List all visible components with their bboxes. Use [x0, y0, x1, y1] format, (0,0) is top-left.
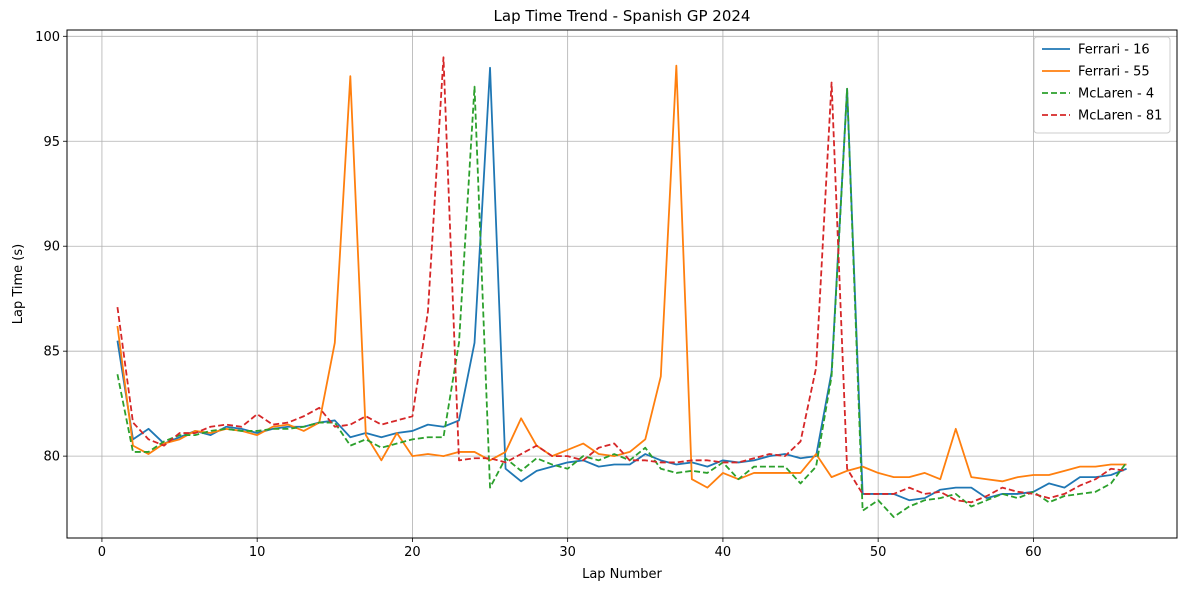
legend-entry-2: Ferrari - 55: [1078, 65, 1150, 80]
x-tick-label: 10: [249, 545, 266, 560]
x-tick-label: 20: [404, 545, 421, 560]
y-tick-label: 80: [43, 450, 60, 465]
legend-entry-4: McLaren - 81: [1078, 109, 1162, 124]
x-tick-label: 40: [715, 545, 732, 560]
x-axis-label: Lap Number: [582, 567, 662, 582]
legend: Ferrari - 16 Ferrari - 55 McLaren - 4 McLar…: [1033, 36, 1171, 134]
series-layer: [116, 56, 1128, 518]
y-axis: 80 85 90 95 100: [35, 30, 67, 465]
y-tick-label: 90: [43, 240, 60, 255]
series-line-4: [116, 56, 1127, 504]
y-axis-label: Lap Time (s): [11, 244, 26, 324]
series-line-3: [116, 85, 1128, 518]
grid-lines: [67, 30, 1177, 538]
chart-title: Lap Time Trend - Spanish GP 2024: [494, 7, 751, 25]
legend-entry-1: Ferrari - 16: [1078, 43, 1150, 58]
x-tick-label: 0: [98, 545, 106, 560]
x-tick-label: 50: [870, 545, 887, 560]
legend-box: [1033, 36, 1171, 134]
legend-entry-3: McLaren - 4: [1078, 87, 1154, 102]
series-line-1: [116, 66, 1127, 502]
series-line-2: [116, 64, 1127, 489]
y-tick-label: 85: [43, 345, 60, 360]
y-tick-label: 95: [43, 135, 60, 150]
plot-frame: [66, 29, 1178, 539]
y-tick-label: 100: [35, 30, 60, 45]
x-axis: 0 10 20 30 40 50 60: [98, 538, 1042, 560]
x-tick-label: 60: [1025, 545, 1042, 560]
x-tick-label: 30: [559, 545, 576, 560]
